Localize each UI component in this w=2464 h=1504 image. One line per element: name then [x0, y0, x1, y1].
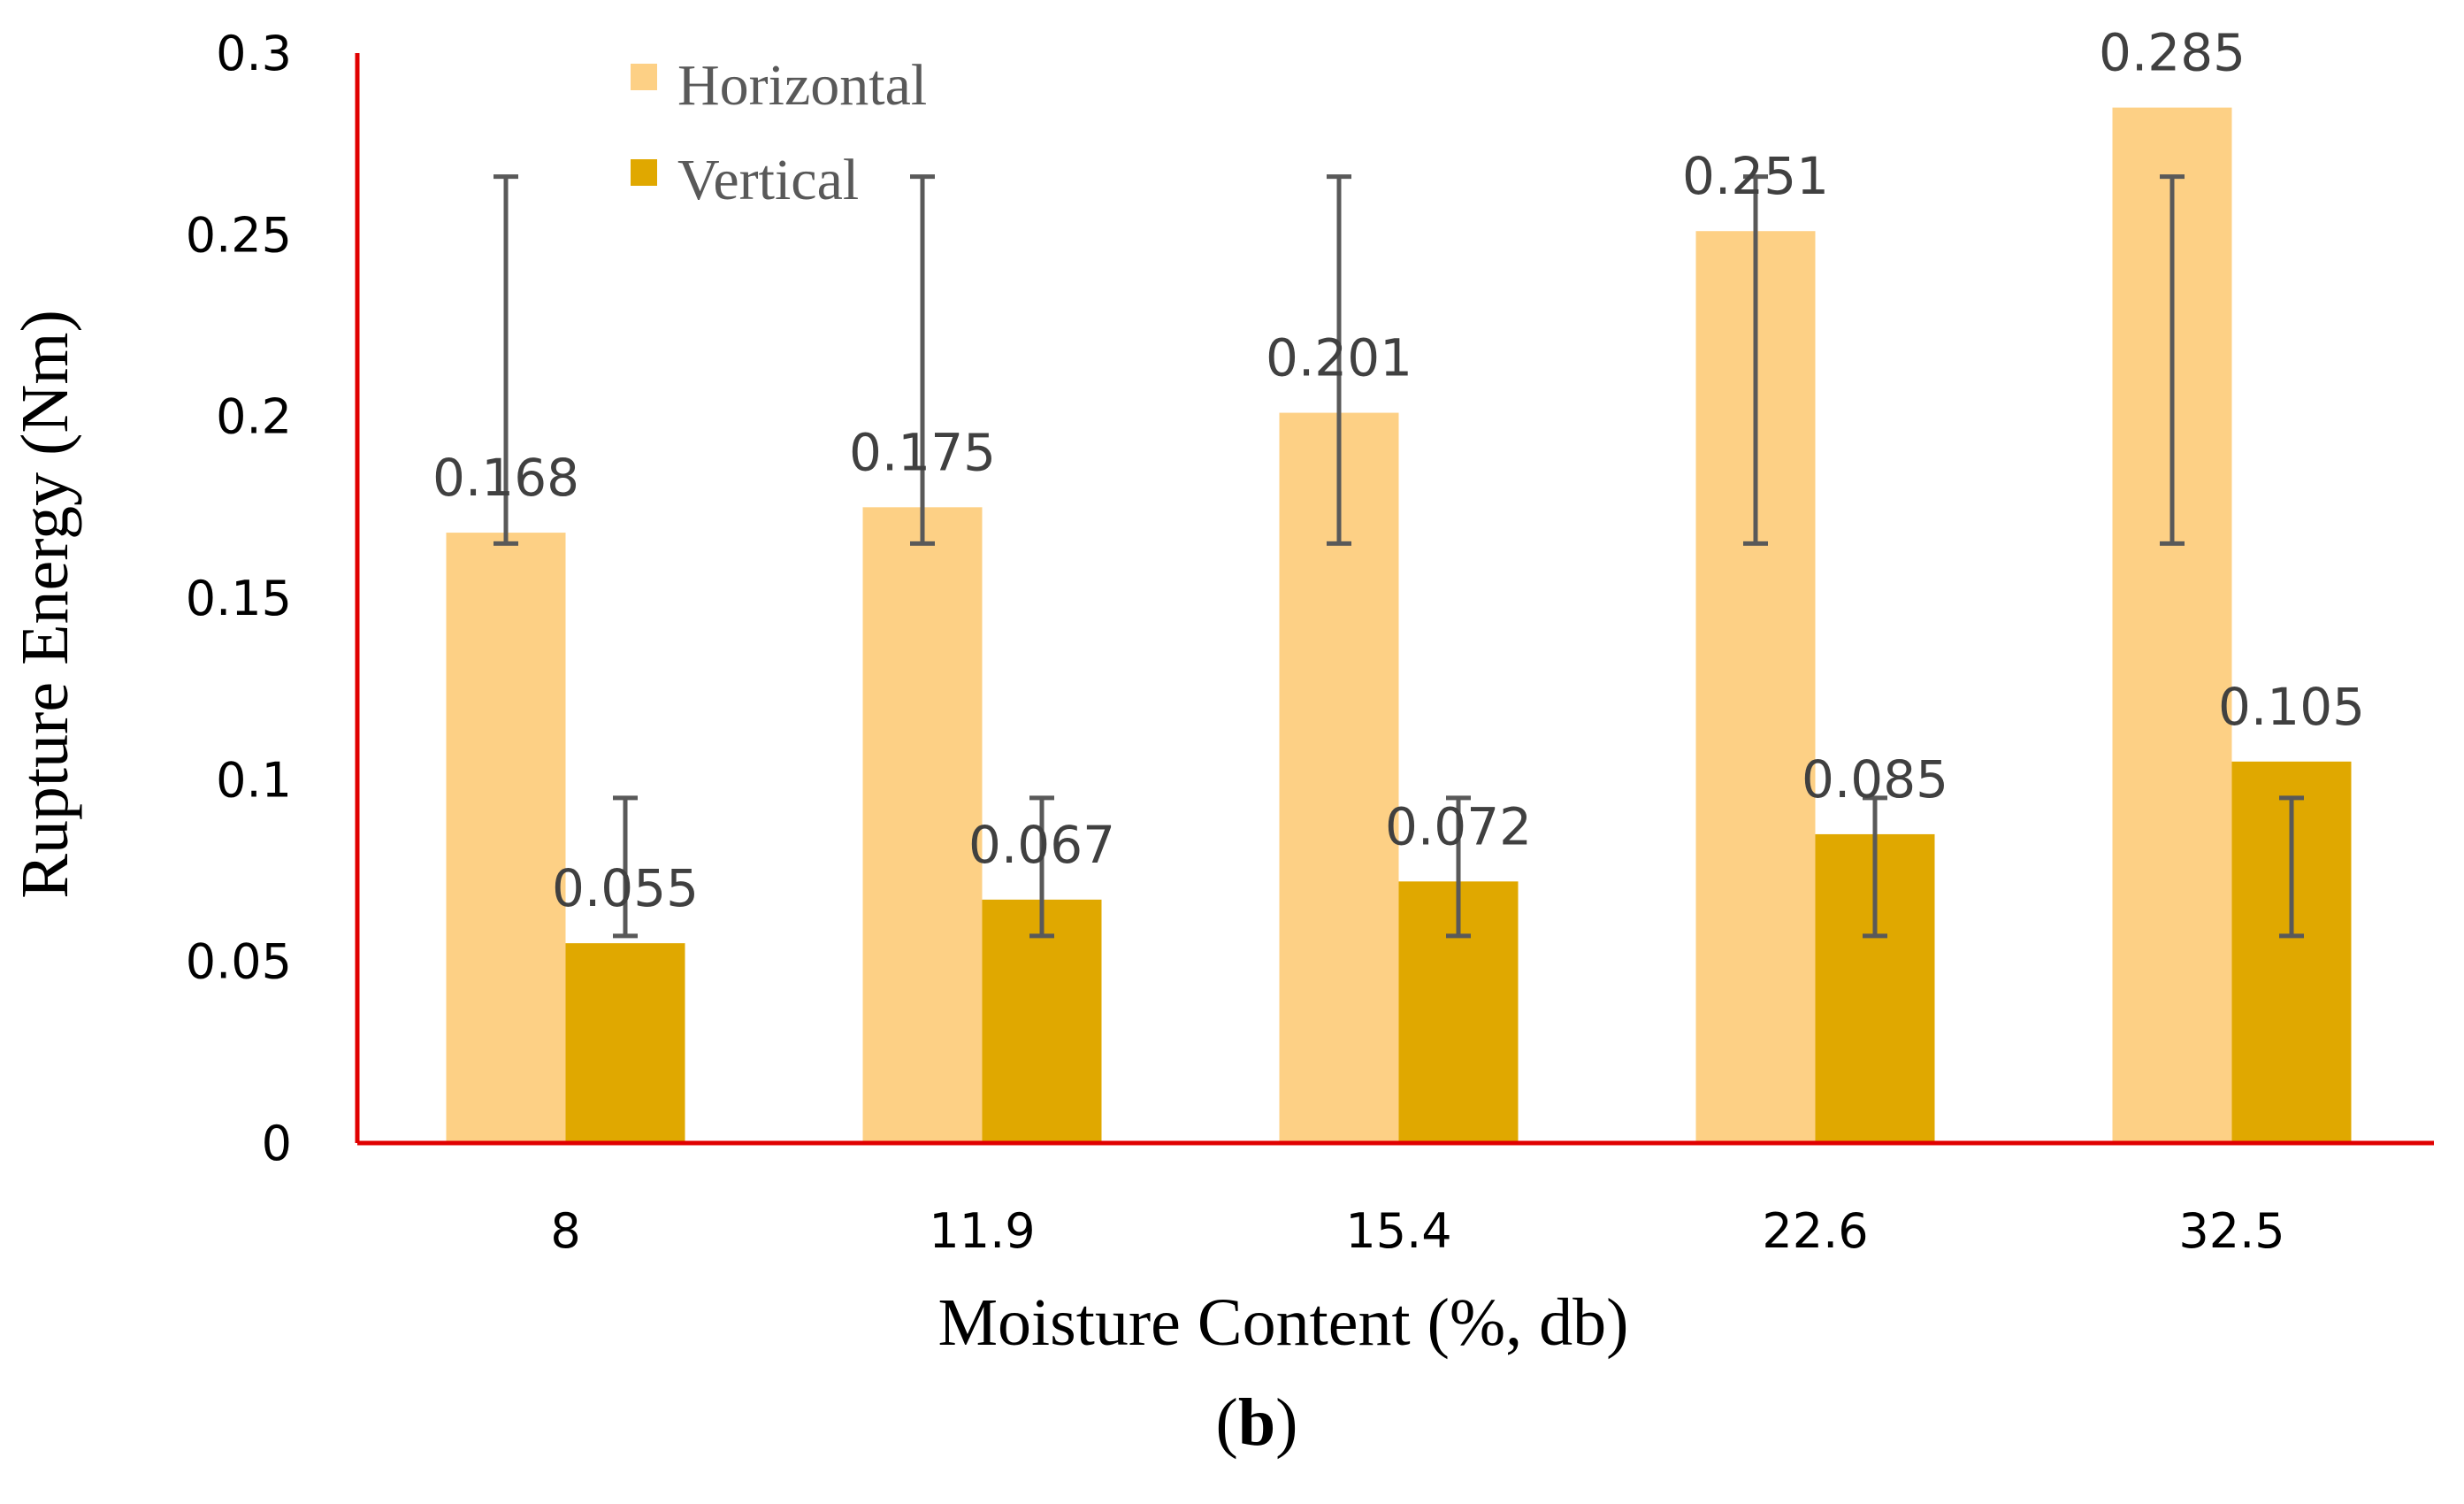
data-label-vertical-8: 0.055	[552, 858, 699, 918]
legend-label-vertical: Vertical	[677, 148, 859, 212]
x-tick-label-32.5: 32.5	[2178, 1203, 2284, 1259]
x-tick-label-22.6: 22.6	[1762, 1203, 1868, 1259]
data-label-horizontal-32.5: 0.285	[2099, 23, 2246, 83]
legend: Horizontal Vertical	[631, 53, 927, 212]
data-label-vertical-32.5: 0.105	[2218, 677, 2365, 737]
y-tick-label-0.3: 0.3	[216, 26, 292, 81]
y-tick-label-0: 0	[262, 1116, 292, 1171]
x-tick-label-8: 8	[550, 1203, 580, 1259]
bar-vertical-8	[565, 943, 685, 1143]
data-label-horizontal-8: 0.168	[432, 448, 579, 508]
data-label-horizontal-15.4: 0.201	[1266, 328, 1412, 388]
errorbar-horizontal-11.9	[910, 174, 935, 546]
bar-horizontal-11.9	[862, 507, 983, 1143]
errorbar-vertical-11.9	[1029, 795, 1054, 939]
bar-horizontal-8	[446, 533, 566, 1143]
errorbar-horizontal-15.4	[1327, 174, 1351, 546]
errorbar-vertical-22.6	[1863, 795, 1887, 939]
caption-close: )	[1275, 1385, 1297, 1460]
errorbar-vertical-8	[613, 795, 638, 939]
y-tick-label-0.15: 0.15	[186, 571, 292, 626]
y-tick-label-0.2: 0.2	[216, 389, 292, 445]
legend-swatch-horizontal	[631, 64, 657, 90]
data-label-vertical-15.4: 0.072	[1385, 796, 1532, 856]
errorbar-vertical-15.4	[1446, 795, 1471, 939]
y-tick-label-0.1: 0.1	[216, 752, 292, 808]
legend-label-horizontal: Horizontal	[677, 53, 927, 118]
errorbars-layer	[494, 174, 2304, 939]
data-labels-layer: 0.168 0.055 0.175 0.067 0.201 0.072 0.251 0.085…	[432, 23, 2365, 919]
x-axis-title: Moisture Content (%, db)	[937, 1285, 1628, 1360]
x-tick-label-15.4: 15.4	[1345, 1203, 1451, 1259]
y-axis-title: Rupture Energy (Nm)	[8, 310, 82, 899]
bar-vertical-11.9	[982, 899, 1102, 1143]
caption-letter: b	[1238, 1385, 1275, 1460]
data-label-vertical-22.6: 0.085	[1802, 749, 1948, 810]
errorbar-vertical-32.5	[2279, 795, 2304, 939]
errorbar-horizontal-22.6	[1743, 174, 1768, 546]
data-label-horizontal-11.9: 0.175	[849, 422, 996, 482]
data-label-horizontal-22.6: 0.251	[1682, 146, 1829, 206]
y-tick-label-0.25: 0.25	[186, 207, 292, 263]
axes-layer: 8 11.9 15.4 22.6 32.5 0 0.05 0.1 0.15 0.2 0.25 0.3	[186, 26, 2434, 1259]
errorbar-horizontal-32.5	[2160, 174, 2185, 546]
x-tick-label-11.9: 11.9	[929, 1203, 1035, 1259]
legend-swatch-vertical	[631, 159, 657, 186]
data-label-vertical-11.9: 0.067	[968, 815, 1115, 875]
y-tick-label-0.05: 0.05	[186, 934, 292, 990]
figure-caption: (b)	[1216, 1385, 1298, 1460]
bars-layer	[446, 107, 2352, 1144]
errorbar-horizontal-8	[494, 174, 518, 546]
caption-open: (	[1216, 1385, 1238, 1460]
